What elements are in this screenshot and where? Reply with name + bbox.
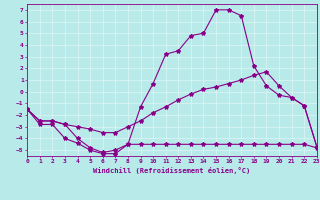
X-axis label: Windchill (Refroidissement éolien,°C): Windchill (Refroidissement éolien,°C) [93,167,251,174]
